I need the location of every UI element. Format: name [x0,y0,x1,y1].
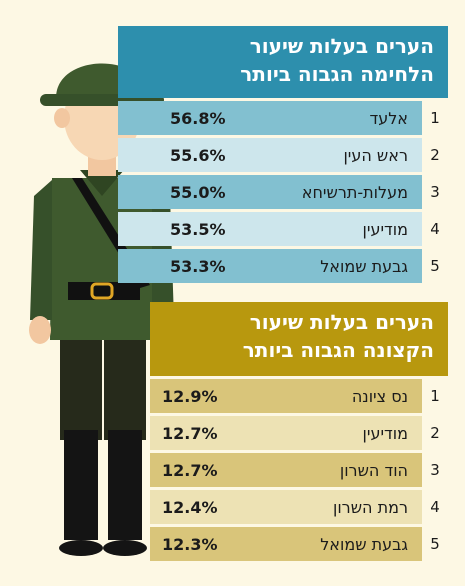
officer-rate-panel: הערים בעלות שיעור הקצונה הגבוה ביותר 12.… [150,302,448,561]
percent-value: 12.9% [162,386,218,406]
row-bar [150,379,422,413]
officer-rank-list: 12.9% נס ציונה 1 12.7% מודיעין 2 12.7% ה… [150,379,448,561]
combat-rank-list: 56.8% אלעד 1 55.6% ראש העין 2 55.0% מעלו… [118,101,448,283]
rank-number: 1 [430,387,440,405]
officer-row-4: 12.4% רמת השרון 4 [150,490,448,524]
city-name: גבעת שמואל [320,534,408,554]
officer-title-line2: הקצונה הגבוה ביותר [242,338,434,362]
combat-row-2: 55.6% ראש העין 2 [118,138,448,172]
rank-number: 2 [430,424,440,442]
officer-row-1: 12.9% נס ציונה 1 [150,379,448,413]
combat-row-4: 53.5% מודיעין 4 [118,212,448,246]
combat-row-3: 55.0% מעלות-תרשיחא 3 [118,175,448,209]
rank-number: 2 [430,146,440,164]
percent-value: 12.7% [162,460,218,480]
combat-panel-title: הערים בעלות שיעור הלחימה הגבוה ביותר [118,26,448,98]
rank-number: 4 [430,220,440,238]
percent-value: 53.3% [170,256,226,276]
officer-row-3: 12.7% הוד השרון 3 [150,453,448,487]
city-name: הוד השרון [339,460,408,480]
row-bar [118,138,422,172]
percent-value: 12.3% [162,534,218,554]
city-name: מעלות-תרשיחא [301,182,408,202]
row-bar [118,101,422,135]
percent-value: 56.8% [170,108,226,128]
officer-row-5: 12.3% גבעת שמואל 5 [150,527,448,561]
city-name: מודיעין [362,423,409,443]
rank-number: 3 [430,461,440,479]
combat-title-line1: הערים בעלות שיעור [249,34,434,58]
combat-row-1: 56.8% אלעד 1 [118,101,448,135]
rank-number: 4 [430,498,440,516]
row-bar [150,453,422,487]
percent-value: 53.5% [170,219,226,239]
percent-value: 55.0% [170,182,226,202]
combat-title-line2: הלחימה הגבוה ביותר [240,62,434,86]
rank-number: 5 [430,257,440,275]
officer-title-line1: הערים בעלות שיעור [249,310,434,334]
percent-value: 55.6% [170,145,226,165]
rank-number: 3 [430,183,440,201]
officer-row-2: 12.7% מודיעין 2 [150,416,448,450]
row-bar [118,175,422,209]
percent-value: 12.7% [162,423,218,443]
city-name: גבעת שמואל [320,256,408,276]
combat-rate-panel: הערים בעלות שיעור הלחימה הגבוה ביותר 56.… [118,26,448,283]
rank-number: 1 [430,109,440,127]
row-bar [150,527,422,561]
city-name: מודיעין [362,219,409,239]
rank-number: 5 [430,535,440,553]
percent-value: 12.4% [162,497,218,517]
combat-row-5: 53.3% גבעת שמואל 5 [118,249,448,283]
city-name: אלעד [369,108,408,128]
row-bar [150,416,422,450]
row-bar [118,249,422,283]
city-name: ראש העין [343,145,408,165]
city-name: נס ציונה [351,386,408,406]
officer-panel-title: הערים בעלות שיעור הקצונה הגבוה ביותר [150,302,448,376]
row-bar [118,212,422,246]
city-name: רמת השרון [332,497,408,517]
row-bar [150,490,422,524]
